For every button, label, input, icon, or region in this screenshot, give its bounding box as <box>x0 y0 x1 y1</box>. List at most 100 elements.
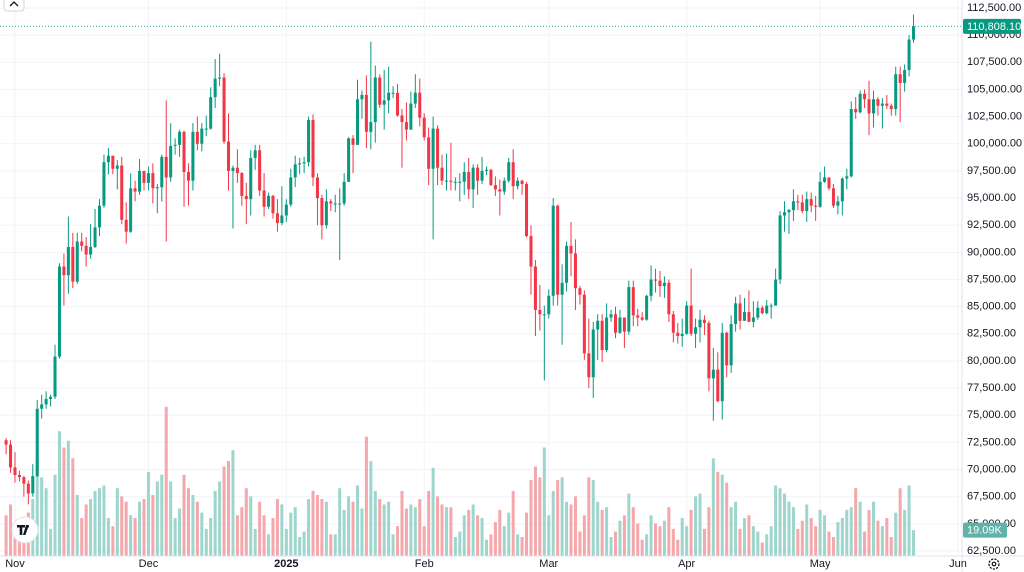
volume-bar <box>4 515 8 556</box>
volume-bar <box>516 534 520 556</box>
volume-bar <box>889 537 893 556</box>
volume-bar <box>702 528 706 556</box>
volume-bar <box>654 523 658 556</box>
collapse-chevron[interactable] <box>9 1 19 7</box>
x-tick-label: Mar <box>539 558 558 570</box>
volume-bar <box>111 526 115 556</box>
volume-bar <box>867 509 871 556</box>
volume-bar <box>863 531 867 556</box>
gear-inner[interactable] <box>991 561 997 567</box>
candle-body <box>226 141 231 171</box>
volume-bar <box>311 490 315 556</box>
candle-body <box>444 180 448 182</box>
volume-bar <box>382 504 386 556</box>
gear-outer[interactable] <box>988 558 1000 570</box>
candle-body <box>645 295 649 320</box>
volume-bar <box>186 488 190 556</box>
y-tick-label: 82,500.00 <box>967 328 1016 340</box>
candle-body <box>867 99 871 114</box>
candle-body <box>502 180 506 192</box>
candle-body <box>9 444 13 468</box>
candle-body <box>436 128 440 168</box>
candle-body <box>898 74 902 83</box>
volume-bar <box>449 507 453 556</box>
candle-body <box>44 398 48 405</box>
candle-body <box>378 77 382 105</box>
price-pane <box>0 14 962 505</box>
candle-body <box>680 333 684 336</box>
candle-body <box>720 332 724 402</box>
y-tick-label: 67,500.00 <box>967 491 1016 503</box>
candle-body <box>129 188 133 232</box>
volume-bar <box>71 458 75 556</box>
candle-body <box>596 320 600 330</box>
volume-pane <box>4 406 916 556</box>
volume-bar <box>440 504 444 556</box>
volume-bar <box>258 501 262 556</box>
volume-bar <box>756 531 760 556</box>
logo[interactable] <box>11 516 39 544</box>
candle-body <box>373 77 377 123</box>
candle-body <box>93 227 97 247</box>
collapse-button[interactable] <box>3 0 25 12</box>
candle-body <box>280 215 284 224</box>
volume-bar <box>373 490 377 556</box>
volume-bar <box>66 440 70 556</box>
settings-button[interactable] <box>988 558 1000 570</box>
y-tick-label: 97,500.00 <box>967 165 1016 177</box>
candle-body <box>22 477 26 484</box>
candle-body <box>631 287 635 316</box>
volume-bar <box>605 507 609 556</box>
volume-bar <box>80 518 84 556</box>
volume-bar <box>711 458 715 556</box>
candle-body <box>329 201 333 204</box>
candle-body <box>49 396 53 399</box>
candle-body <box>182 131 186 173</box>
volume-bar <box>912 530 916 556</box>
volume-bar <box>613 531 618 556</box>
collapse-button-frame[interactable] <box>3 0 25 12</box>
volume-bar <box>404 508 408 556</box>
volume-bar <box>591 480 595 556</box>
x-tick-label: Feb <box>415 558 434 570</box>
volume-bar <box>729 507 733 556</box>
candle-body <box>440 167 444 181</box>
volume-bar <box>351 501 355 556</box>
candle-body <box>511 162 515 187</box>
volume-bar <box>898 488 902 556</box>
x-tick-label: May <box>810 558 831 570</box>
volume-bar <box>480 518 484 556</box>
candle-body <box>565 245 569 283</box>
candle-body <box>823 177 827 182</box>
candle-body <box>404 122 408 130</box>
volume-bar <box>178 508 182 556</box>
candle-body <box>458 181 462 183</box>
volume-bar <box>169 481 173 556</box>
candle-body <box>471 167 475 190</box>
candle-body <box>191 131 195 181</box>
volume-bar <box>774 485 778 556</box>
volume-bar <box>587 477 591 556</box>
candle-body <box>493 185 497 190</box>
candle-body <box>863 93 867 100</box>
candle-body <box>845 176 849 179</box>
candle-body <box>62 266 66 276</box>
candle-body <box>213 78 217 98</box>
candle-body <box>747 312 751 322</box>
logo-dot[interactable] <box>26 525 29 528</box>
volume-bar <box>894 512 898 556</box>
logo-mark[interactable] <box>16 525 29 535</box>
volume-bar <box>444 507 448 556</box>
volume-bar <box>525 512 529 556</box>
candle-body <box>178 131 182 145</box>
x-tick-label: 2025 <box>274 558 298 570</box>
volume-bar <box>106 518 110 556</box>
volume-bar <box>800 520 804 556</box>
candle-body <box>40 404 44 409</box>
volume-bar <box>622 515 626 556</box>
volume-bar <box>694 496 698 556</box>
volume-bar <box>102 485 106 556</box>
volume-bar <box>93 490 97 556</box>
volume-bar <box>160 474 164 556</box>
candle-body <box>582 294 586 354</box>
